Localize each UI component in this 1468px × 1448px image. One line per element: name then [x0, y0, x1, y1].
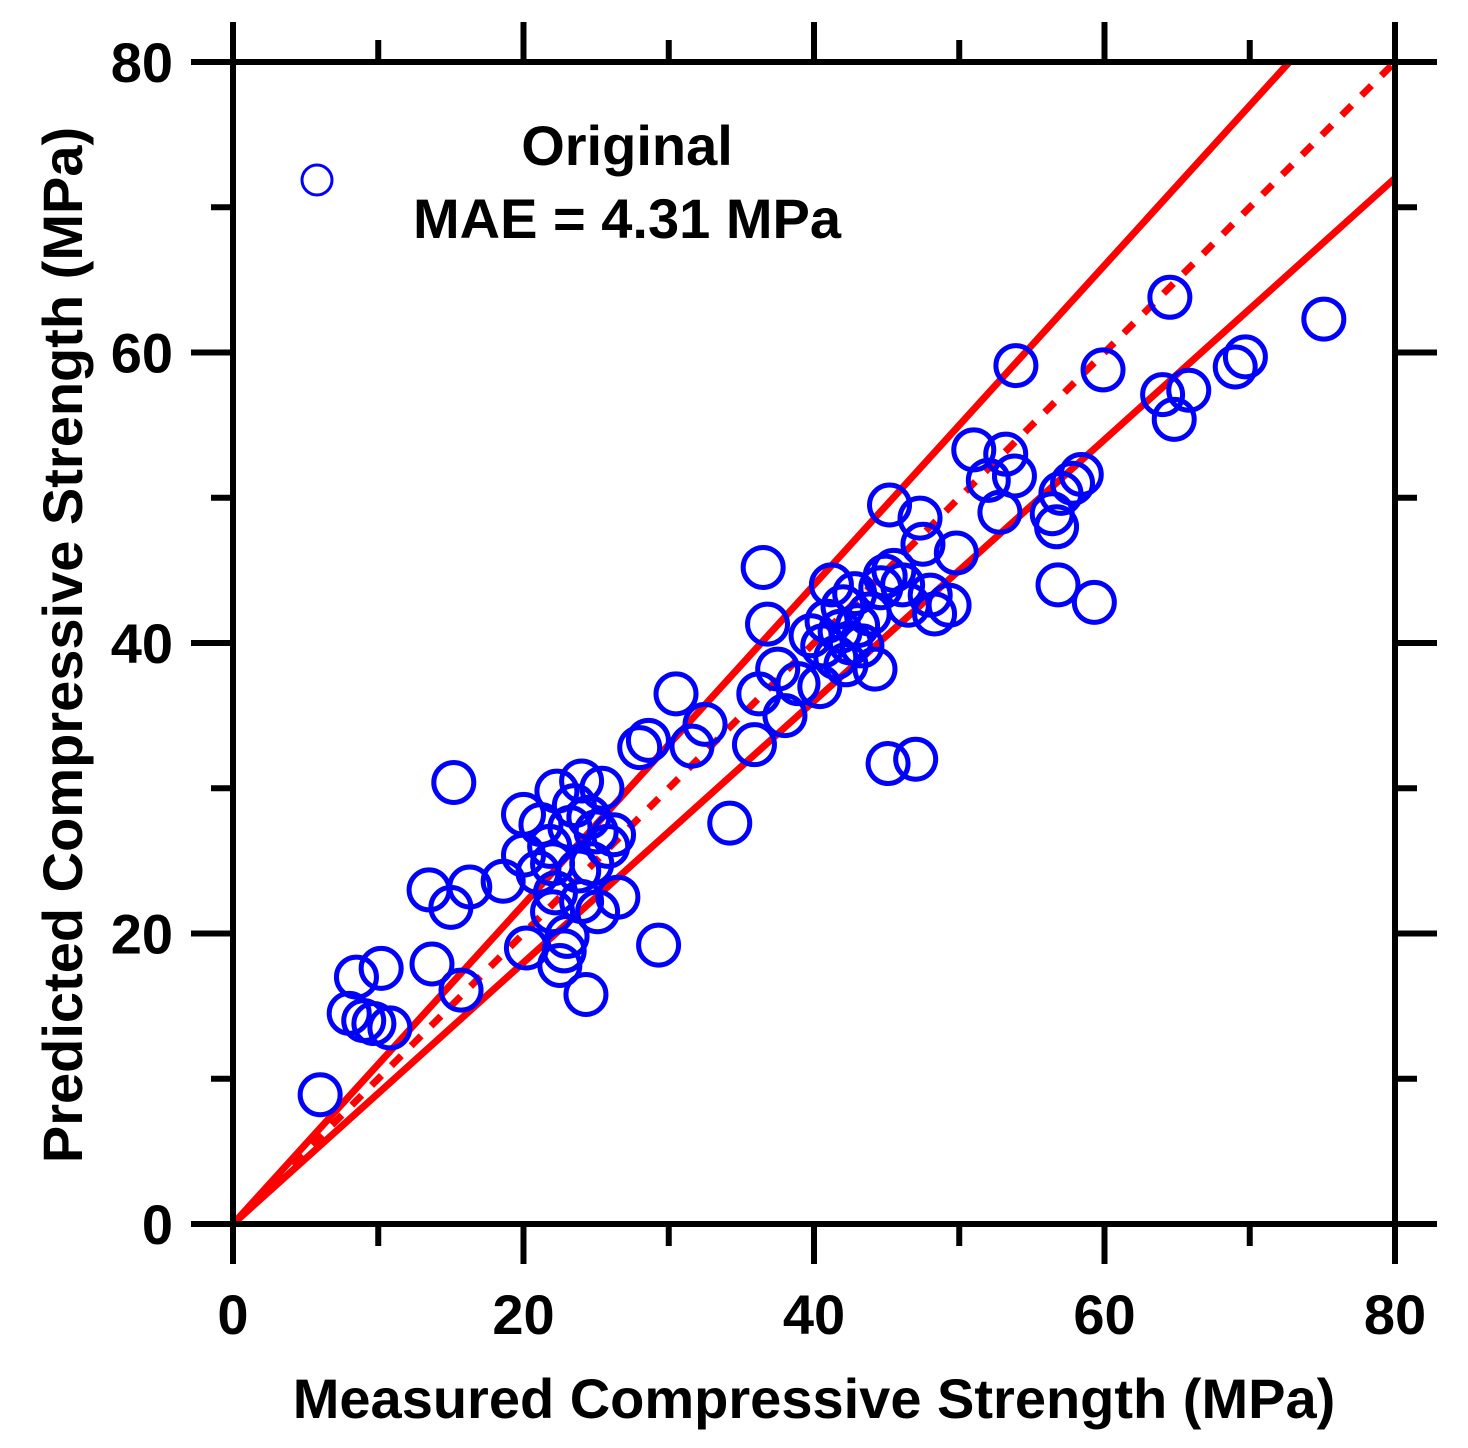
data-point: [431, 759, 477, 805]
data-point: [1147, 274, 1193, 320]
tick-labels: 0 20 40 60 80 0 20 40 60 80: [111, 31, 1426, 1346]
data-point: [775, 661, 821, 707]
x-tick-label: 0: [217, 1283, 248, 1346]
x-tick-label: 40: [783, 1283, 845, 1346]
x-tick-label: 20: [492, 1283, 554, 1346]
data-point: [438, 967, 484, 1013]
data-point: [682, 701, 728, 747]
data-point: [893, 736, 939, 782]
x-tick-label: 80: [1364, 1283, 1426, 1346]
data-point: [926, 582, 972, 628]
data-point: [636, 922, 682, 968]
data-point: [579, 765, 625, 811]
y-tick-label: 60: [111, 322, 173, 385]
data-point: [1151, 396, 1197, 442]
data-points: [297, 274, 1347, 1118]
data-point: [740, 544, 786, 590]
legend-series-name: Original: [521, 114, 733, 177]
legend-metric: MAE = 4.31 MPa: [413, 187, 842, 250]
data-point: [669, 723, 715, 769]
x-tick-label: 60: [1073, 1283, 1135, 1346]
data-point: [900, 521, 946, 567]
data-point: [880, 562, 926, 608]
data-point: [991, 453, 1037, 499]
data-point: [867, 482, 913, 528]
y-tick-label: 0: [142, 1193, 173, 1256]
x-axis-title: Measured Compressive Strength (MPa): [293, 1367, 1335, 1430]
data-point: [573, 809, 619, 855]
y-tick-label: 80: [111, 31, 173, 94]
data-point: [563, 972, 609, 1018]
legend: Original MAE = 4.31 MPa: [300, 114, 842, 250]
data-point: [745, 601, 791, 647]
data-point: [1058, 452, 1104, 498]
data-point: [625, 717, 671, 763]
data-point: [839, 623, 885, 669]
data-point: [1212, 344, 1258, 390]
data-point: [409, 941, 455, 987]
data-point: [835, 603, 881, 649]
data-point: [993, 343, 1039, 389]
data-point: [297, 1072, 343, 1118]
data-point: [707, 800, 753, 846]
data-point: [358, 945, 404, 991]
tick-marks: [191, 22, 1437, 1264]
data-point: [1140, 372, 1186, 418]
data-point: [1050, 460, 1096, 506]
data-point: [731, 722, 777, 768]
identity-line: [230, 59, 1398, 1227]
data-point: [595, 874, 641, 920]
y-axis-title: Predicted Compressive Strength (MPa): [31, 127, 94, 1163]
data-point: [1166, 367, 1212, 413]
data-point: [1080, 347, 1126, 393]
data-point: [501, 832, 546, 878]
data-point: [865, 741, 911, 787]
data-point: [1034, 504, 1080, 550]
data-point: [367, 1005, 413, 1051]
data-point: [933, 530, 979, 576]
data-point: [617, 725, 663, 771]
data-point: [591, 812, 637, 858]
data-point: [897, 495, 943, 541]
data-point: [1035, 562, 1081, 608]
data-point: [983, 431, 1029, 477]
y-tick-label: 20: [111, 903, 173, 966]
data-point: [333, 954, 379, 1000]
y-tick-label: 40: [111, 612, 173, 675]
data-point: [447, 864, 493, 910]
data-point: [653, 671, 699, 717]
legend-marker: [300, 163, 334, 197]
data-point: [808, 562, 854, 608]
data-point: [1222, 334, 1268, 380]
data-point: [852, 646, 898, 692]
lower-bound-line: [230, 175, 1398, 1227]
data-point: [1071, 579, 1117, 625]
data-point: [1301, 296, 1347, 342]
